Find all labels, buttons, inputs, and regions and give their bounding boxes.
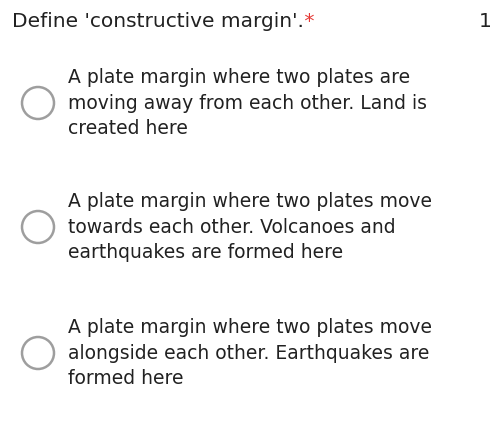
Text: A plate margin where two plates move
towards each other. Volcanoes and
earthquak: A plate margin where two plates move tow… [68,192,432,262]
Text: A plate margin where two plates move
alongside each other. Earthquakes are
forme: A plate margin where two plates move alo… [68,318,432,388]
Text: A plate margin where two plates are
moving away from each other. Land is
created: A plate margin where two plates are movi… [68,68,427,139]
Text: Define 'constructive margin'.: Define 'constructive margin'. [12,12,304,31]
Text: *: * [298,12,314,31]
Text: 1: 1 [479,12,492,31]
